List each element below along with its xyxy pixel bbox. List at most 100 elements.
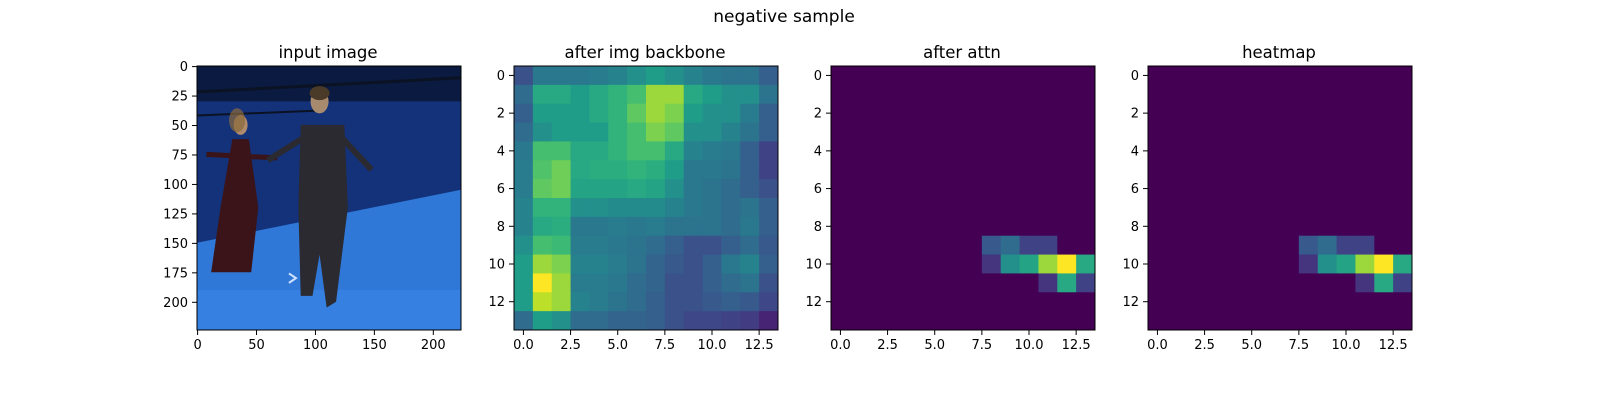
heatmap-cell — [514, 84, 534, 105]
heatmap-cell — [1038, 273, 1058, 293]
heatmap-cell — [1374, 254, 1394, 274]
heatmap-cell — [1336, 179, 1356, 199]
heatmap-cell — [1057, 292, 1077, 312]
y-tick-label: 6 — [1131, 182, 1139, 197]
heatmap-cell — [1336, 235, 1356, 256]
heatmap-cell — [1336, 216, 1356, 237]
heatmap-cell — [1242, 160, 1262, 180]
heatmap-cell — [1148, 292, 1168, 312]
heatmap-cell — [1261, 254, 1281, 274]
heatmap-cell — [627, 235, 647, 256]
heatmap-cell — [740, 216, 760, 237]
heatmap-cell — [551, 235, 572, 256]
heatmap-cell — [702, 179, 722, 199]
x-tick-label: 10.0 — [1015, 338, 1044, 353]
heatmap-cell — [608, 84, 628, 105]
x-tick-label: 2.5 — [877, 338, 898, 353]
heatmap-cell — [1317, 254, 1338, 274]
heatmap-cell — [1261, 235, 1281, 256]
heatmap-cell — [608, 179, 628, 199]
heatmap-cell — [532, 160, 553, 180]
x-tick-label: 200 — [421, 338, 446, 353]
heatmap-cell — [1000, 160, 1021, 180]
heatmap-cell — [1076, 122, 1096, 142]
heatmap-cell — [868, 273, 889, 293]
input-photo — [196, 66, 462, 330]
heatmap-cell — [1223, 216, 1243, 237]
heatmap-cell — [514, 235, 534, 256]
heatmap-cell — [1204, 179, 1224, 199]
heatmap-cell — [981, 122, 1002, 142]
heatmap-cell — [1261, 179, 1281, 199]
x-tick-label: 7.5 — [1289, 338, 1310, 353]
panel-input-image: input image 0 50 100 150 200 0 25 50 75 100 125 150… — [163, 43, 462, 353]
heatmap-cell — [1019, 179, 1039, 199]
heatmap-cell — [608, 235, 628, 256]
heatmap-cell — [1000, 122, 1021, 142]
heatmap-cell — [570, 273, 590, 293]
heatmap-cell — [570, 254, 590, 274]
heatmap-cell — [1242, 122, 1262, 142]
heatmap-cell — [1204, 235, 1224, 256]
heatmap-cell — [906, 198, 926, 218]
heatmap-cell — [1000, 235, 1021, 256]
axes-frame — [196, 65, 462, 331]
heatmap-cell — [963, 103, 983, 124]
heatmap-cell — [944, 103, 964, 124]
heatmap-cell — [887, 160, 907, 180]
heatmap-cell — [1317, 292, 1338, 312]
heatmap-cell — [1336, 84, 1356, 105]
heatmap-cell — [514, 216, 534, 237]
heatmap-cell — [849, 160, 870, 180]
heatmap-cell — [831, 198, 851, 218]
y-tick-label: 200 — [163, 296, 188, 311]
heatmap-cell — [868, 311, 889, 331]
heatmap-cell — [1242, 66, 1262, 86]
heatmap-cell — [1223, 66, 1243, 86]
heatmap-cell — [1148, 103, 1168, 124]
heatmap-cell — [589, 122, 609, 142]
heatmap-cell — [1038, 141, 1058, 161]
heatmap-cell — [981, 254, 1002, 274]
y-tick-label: 0 — [1131, 69, 1139, 84]
heatmap-cell — [868, 122, 889, 142]
heatmap-cell — [1280, 179, 1300, 199]
heatmap-cell — [963, 235, 983, 256]
heatmap-cell — [514, 273, 534, 293]
heatmap-cell — [868, 235, 889, 256]
heatmap-cell — [589, 103, 609, 124]
x-tick-label: 2.5 — [1194, 338, 1215, 353]
heatmap-cell — [1148, 84, 1168, 105]
heatmap-cell — [759, 103, 779, 124]
axes-frame — [1147, 65, 1413, 331]
ceiling-rig — [196, 109, 315, 117]
heatmap-cell — [1223, 141, 1243, 161]
heatmap-cell — [1019, 216, 1039, 237]
heatmap-cell — [721, 235, 741, 256]
y-tick-label: 4 — [814, 144, 822, 159]
heatmap-cell — [981, 235, 1002, 256]
heatmap-cell — [683, 84, 704, 105]
heatmap-cell — [1374, 311, 1394, 331]
heatmap-cell — [1261, 311, 1281, 331]
x-tick-label: 12.5 — [745, 338, 774, 353]
heatmap-cell — [514, 179, 534, 199]
heatmap-cell — [759, 235, 779, 256]
heatmap-cell — [1076, 141, 1096, 161]
heatmap-cell — [1336, 198, 1356, 218]
heatmap-cell — [1317, 235, 1338, 256]
heatmap-cell — [646, 311, 666, 331]
heatmap-cell — [532, 84, 553, 105]
heatmap-cell — [1148, 66, 1168, 86]
figure-suptitle: negative sample — [713, 7, 855, 27]
heatmap-cell — [944, 292, 964, 312]
heatmap-cell — [589, 273, 609, 293]
y-tick-label: 25 — [171, 90, 188, 105]
heatmap-cell — [1076, 235, 1096, 256]
heatmap-cell — [1317, 311, 1338, 331]
heatmap-cell — [1223, 311, 1243, 331]
heatmap-cell — [906, 122, 926, 142]
heatmap-cell — [740, 198, 760, 218]
heatmap-cell — [963, 141, 983, 161]
heatmap-cell — [1148, 216, 1168, 237]
